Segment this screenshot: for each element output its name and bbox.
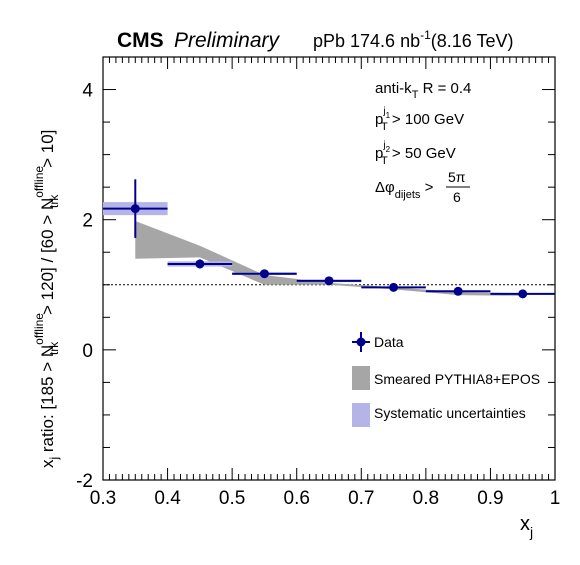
- x-axis-label-main: x: [520, 513, 530, 535]
- legend-pythia-label: Smeared PYTHIA8+EPOS: [374, 371, 540, 387]
- dphi-fraction-denominator: 6: [453, 189, 461, 205]
- y-tick-label: 0: [82, 341, 93, 362]
- data-point: [490, 289, 555, 299]
- x-axis-label: xj: [520, 513, 533, 540]
- legend-systematic-label: Systematic uncertainties: [374, 405, 526, 421]
- dphi-cut-text: Δφdijets >: [375, 179, 434, 201]
- x-tick-label: 0.6: [284, 488, 310, 509]
- data-point: [167, 259, 233, 269]
- legend-data-marker: [356, 337, 366, 347]
- status-label: Preliminary: [174, 29, 281, 52]
- data-point: [103, 179, 168, 238]
- data-point: [232, 269, 297, 279]
- data-point: [425, 286, 491, 296]
- cuts-annotation: anti-kT R = 0.4 pj1 T > 100 GeV pj2 T > 50…: [375, 80, 471, 205]
- data-marker: [259, 269, 269, 279]
- x-tick-label: 0.7: [348, 488, 374, 509]
- legend-entry-data: Data: [352, 332, 404, 352]
- data-point: [361, 282, 426, 292]
- x-axis-label-sub: j: [529, 524, 533, 540]
- subleading-jet-cut-text: pj2 T > 50 GeV: [375, 140, 456, 167]
- data-marker: [389, 282, 399, 292]
- y-tick-label: 4: [82, 81, 93, 102]
- x-tick-label: 0.8: [413, 488, 439, 509]
- data-marker: [130, 204, 140, 214]
- legend-systematic-swatch: [352, 403, 370, 427]
- dphi-fraction-numerator: 5π: [448, 169, 466, 185]
- x-axis-ticks: 0.3 0.4 0.5 0.6 0.7 0.8 0.9 1: [90, 57, 561, 509]
- legend-entry-pythia: Smeared PYTHIA8+EPOS: [352, 366, 540, 390]
- data-marker: [453, 286, 463, 296]
- pythia-band-layer: [135, 220, 523, 296]
- x-tick-label: 0.3: [90, 488, 116, 509]
- x-tick-label: 1: [550, 488, 561, 509]
- y-axis-label: xj ratio: [185 > Nofflinetrk > 120] / [6…: [32, 130, 61, 468]
- energy-text: (8.16 TeV): [431, 31, 514, 51]
- dataset-text: pPb 174.6 nb: [313, 31, 420, 51]
- pythia-band: [135, 220, 523, 296]
- plot-area: 0.3 0.4 0.5 0.6 0.7 0.8 0.9 1 -2 0 2 4: [76, 56, 561, 509]
- data-point: [296, 276, 362, 286]
- y-axis-ticks: -2 0 2 4: [76, 56, 555, 492]
- legend-data-label: Data: [374, 334, 404, 350]
- legend: Data Smeared PYTHIA8+EPOS Systematic unc…: [352, 332, 540, 427]
- legend-pythia-swatch: [352, 366, 370, 390]
- leading-jet-cut-text: pj1 T > 100 GeV: [375, 106, 464, 133]
- data-marker: [195, 259, 205, 269]
- dataset-label: pPb 174.6 nb-1(8.16 TeV): [313, 28, 514, 51]
- data-marker: [324, 276, 334, 286]
- x-tick-label: 0.5: [219, 488, 245, 509]
- experiment-label: CMS: [117, 29, 164, 52]
- x-tick-label: 0.4: [154, 488, 181, 509]
- y-tick-label: 2: [82, 211, 93, 232]
- y-tick-label: -2: [76, 471, 93, 492]
- dataset-exp: -1: [420, 28, 431, 42]
- data-points-layer: [103, 179, 555, 299]
- x-tick-label: 0.9: [477, 488, 503, 509]
- legend-entry-systematic: Systematic uncertainties: [352, 403, 526, 427]
- jet-algorithm-text: anti-kT R = 0.4: [375, 80, 471, 101]
- data-marker: [518, 289, 528, 299]
